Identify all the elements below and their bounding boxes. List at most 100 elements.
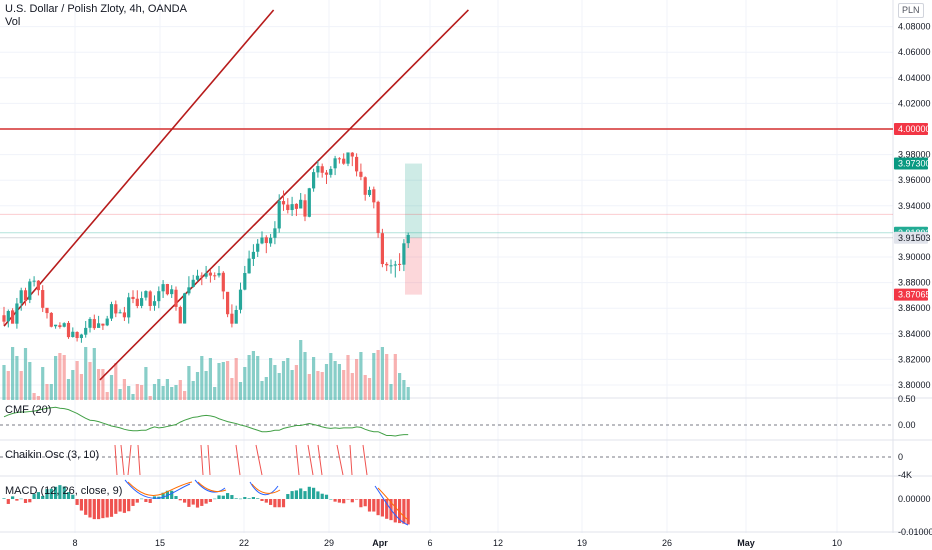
volume-bar xyxy=(350,373,354,400)
macd-line xyxy=(124,479,409,526)
volume-bar xyxy=(195,372,200,400)
candle-body xyxy=(170,289,174,295)
candle-body xyxy=(320,166,324,173)
candle-body xyxy=(260,237,264,244)
volume-bar xyxy=(140,385,144,400)
candle-body xyxy=(355,156,359,172)
candle-body xyxy=(49,312,53,327)
macd-histogram-bar xyxy=(62,486,66,499)
macd-histogram-bar xyxy=(191,499,195,505)
macd-histogram-bar xyxy=(303,491,307,499)
volume-bars xyxy=(2,340,410,400)
volume-bar xyxy=(398,373,402,400)
macd-histogram-bar xyxy=(385,499,389,519)
candle-body xyxy=(6,311,10,322)
time-tick-label: 8 xyxy=(72,538,77,548)
candle-body xyxy=(66,322,71,338)
volume-bar xyxy=(363,375,367,400)
candle-body xyxy=(367,189,372,196)
volume-bar xyxy=(131,394,135,400)
candlesticks xyxy=(2,152,410,343)
macd-histogram-bar xyxy=(49,488,53,499)
macd-histogram-bar xyxy=(152,496,157,499)
time-tick-label: 29 xyxy=(324,538,334,548)
macd-histogram-bar xyxy=(350,499,354,503)
candle-body xyxy=(88,318,92,328)
candle-body xyxy=(324,172,329,175)
candle-body xyxy=(290,204,294,211)
candle-body xyxy=(299,199,303,209)
volume-bar xyxy=(105,392,109,400)
candle-body xyxy=(152,301,157,306)
volume-bar xyxy=(2,365,6,400)
time-tick-label: 26 xyxy=(662,538,672,548)
candle-body xyxy=(191,279,195,287)
candle-body xyxy=(256,243,260,252)
macd-histogram-bar xyxy=(380,499,384,517)
volume-bar xyxy=(23,348,28,400)
lower-channel-line xyxy=(99,9,469,381)
candle-body xyxy=(32,280,36,282)
candle-body xyxy=(402,243,406,265)
volume-bar xyxy=(58,353,62,400)
macd-histogram-bar xyxy=(324,494,329,499)
macd-histogram-bar xyxy=(2,498,6,499)
currency-badge[interactable]: PLN xyxy=(898,3,924,18)
macd-histogram-bar xyxy=(346,499,350,500)
candle-body xyxy=(118,312,122,314)
volume-bar xyxy=(19,371,23,400)
volume-bar xyxy=(152,384,157,400)
macd-histogram-bar xyxy=(84,499,88,515)
candle-body xyxy=(251,251,255,259)
volume-bar xyxy=(346,355,350,400)
macd-histogram-bar xyxy=(88,499,92,518)
volume-bar xyxy=(337,364,341,400)
chaikin-tick-label: 0 xyxy=(898,452,903,462)
macd-histogram-bar xyxy=(213,498,217,500)
volume-bar xyxy=(251,351,255,400)
price-tick-label: 4.08000 xyxy=(898,22,931,32)
candle-body xyxy=(84,327,88,335)
volume-bar xyxy=(109,375,114,400)
macd-histogram-bar xyxy=(54,486,58,499)
macd-histogram-bar xyxy=(127,499,131,512)
candle-body xyxy=(243,273,247,290)
volume-bar xyxy=(260,381,264,400)
macd-histogram-bar xyxy=(251,497,255,499)
volume-bar xyxy=(238,382,243,400)
macd-histogram-bar xyxy=(256,498,260,499)
volume-bar xyxy=(170,387,174,400)
price-tick-label: 3.90000 xyxy=(898,252,931,262)
macd-histogram-bar xyxy=(161,492,165,499)
macd-histogram-bar xyxy=(307,486,311,499)
macd-histogram-bar xyxy=(320,493,324,499)
volume-bar xyxy=(200,356,204,400)
candle-body xyxy=(208,272,212,276)
cmf-tick-label: 0.00 xyxy=(898,420,916,430)
candle-body xyxy=(135,298,139,307)
volume-bar xyxy=(208,358,212,400)
volume-bar xyxy=(406,387,410,400)
entry-badge-label: 3.91503 xyxy=(898,233,931,243)
chaikin-tick-label: -4K xyxy=(898,470,912,480)
candle-body xyxy=(385,263,389,266)
cmf-label: CMF (20) xyxy=(5,404,52,416)
volume-bar xyxy=(299,340,303,400)
macd-histogram-bar xyxy=(11,496,15,499)
candle-body xyxy=(398,263,402,265)
macd-histogram-bar xyxy=(41,496,45,499)
volume-bar xyxy=(324,364,329,400)
candle-body xyxy=(230,313,234,324)
price-tick-label: 3.88000 xyxy=(898,278,931,288)
macd-histogram-bar xyxy=(92,499,96,520)
macd-histogram-bar xyxy=(208,499,212,502)
volume-bar xyxy=(11,347,15,400)
stop-badge xyxy=(894,288,928,301)
macd-signal-line xyxy=(127,481,409,521)
macd-histogram-bar xyxy=(187,499,191,507)
macd-histogram-bar xyxy=(247,498,251,499)
volume-bar xyxy=(135,384,139,400)
macd-histogram-bar xyxy=(226,493,230,499)
candle-body xyxy=(114,304,118,314)
